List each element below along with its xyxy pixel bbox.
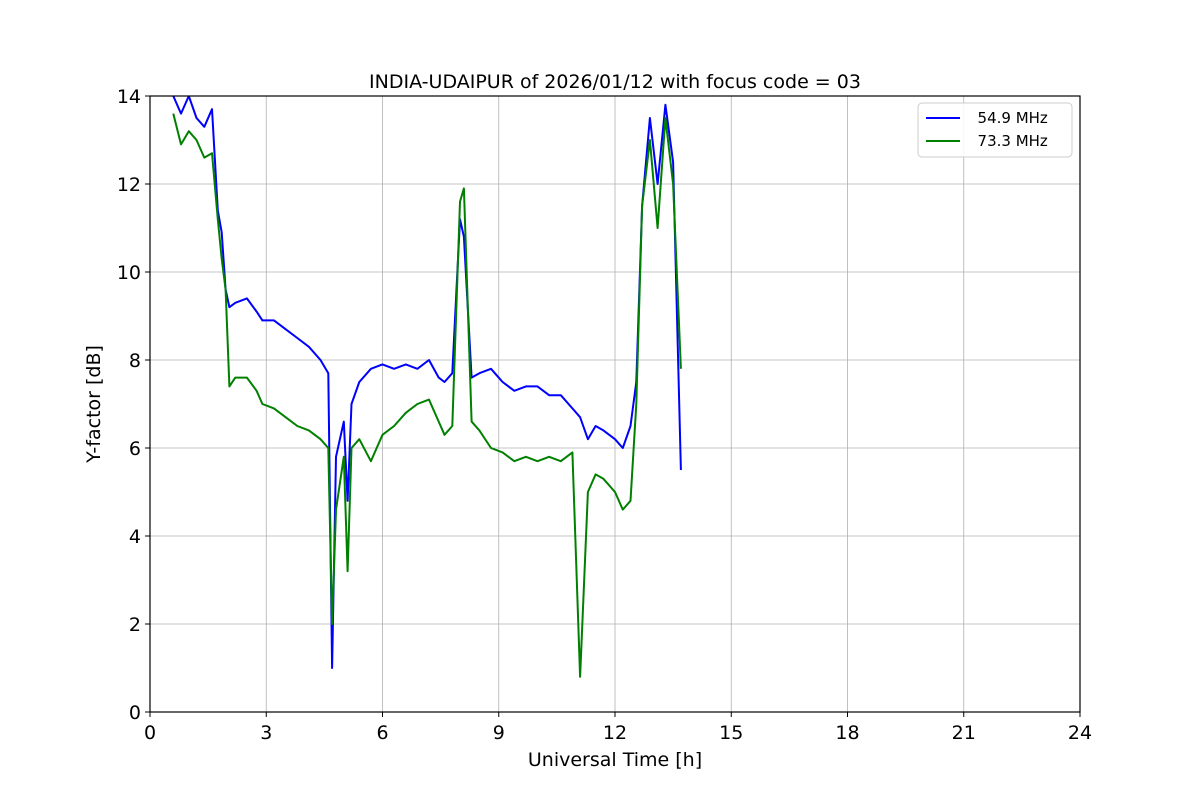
y-tick-label: 14 [117, 86, 141, 108]
chart-title: INDIA-UDAIPUR of 2026/01/12 with focus c… [369, 71, 861, 93]
legend-entry-73-3-mhz: 73.3 MHz [968, 132, 1048, 150]
x-axis-label: Universal Time [h] [528, 749, 702, 771]
x-tick-label: 18 [835, 722, 859, 744]
y-axis-label: Y-factor [dB] [83, 345, 105, 464]
y-axis: 0 2 4 6 8 10 12 14 [117, 86, 150, 724]
series-layer [172, 96, 682, 678]
legend-entry-54-9-mhz: 54.9 MHz [968, 109, 1048, 127]
series-line-73-3-mhz [172, 113, 682, 678]
x-tick-label: 0 [144, 722, 156, 744]
legend-box [917, 102, 1073, 158]
x-tick-label: 6 [376, 722, 388, 744]
x-tick-label: 3 [260, 722, 272, 744]
y-tick-label: 2 [129, 614, 141, 636]
legend: 54.9 MHz 73.3 MHz [917, 102, 1073, 158]
x-tick-label: 21 [952, 722, 976, 744]
x-tick-label: 9 [493, 722, 505, 744]
y-tick-label: 0 [129, 702, 141, 724]
y-tick-label: 12 [117, 174, 141, 196]
y-tick-label: 8 [129, 350, 141, 372]
y-tick-label: 4 [129, 526, 141, 548]
x-tick-label: 15 [719, 722, 743, 744]
x-tick-label: 12 [603, 722, 627, 744]
x-axis: 0 3 6 9 12 15 18 21 24 [144, 712, 1092, 744]
x-tick-label: 24 [1068, 722, 1092, 744]
y-tick-label: 6 [129, 438, 141, 460]
series-line-54-9-mhz [172, 96, 682, 669]
y-tick-label: 10 [117, 262, 141, 284]
